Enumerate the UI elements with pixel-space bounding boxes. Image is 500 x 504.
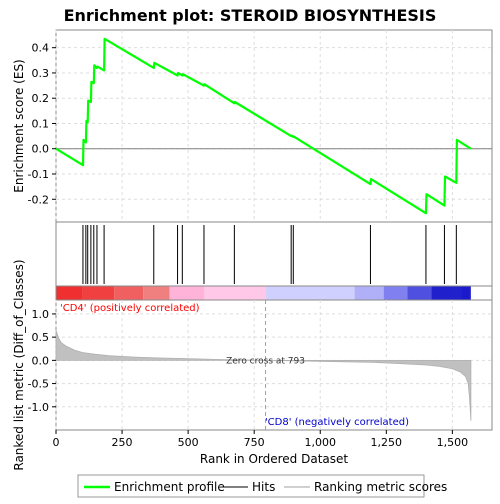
color-bar-segment	[354, 286, 384, 300]
x-tick-label: 0	[53, 436, 60, 449]
es-grid	[55, 30, 492, 222]
color-bar-segment	[431, 286, 471, 300]
x-axis: 0 250 500 750 1,000 1,250 1,500	[53, 430, 469, 449]
es-y-tick-label: -0.2	[28, 193, 49, 206]
es-y-axis: -0.2 -0.1 0.0 0.1 0.2 0.3 0.4	[28, 42, 56, 206]
x-tick-label: 1,000	[304, 436, 336, 449]
color-bar-segment	[143, 286, 170, 300]
x-axis-label: Rank in Ordered Dataset	[200, 452, 348, 466]
legend-hits-label: Hits	[252, 480, 275, 494]
color-bar-segment	[266, 286, 355, 300]
color-bar-segment	[407, 286, 432, 300]
x-tick-label: 250	[112, 436, 133, 449]
es-y-tick-label: 0.3	[32, 67, 50, 80]
color-bar-segment	[203, 286, 267, 300]
es-y-tick-label: 0.4	[32, 42, 50, 55]
es-y-tick-label: 0.0	[32, 143, 50, 156]
metric-y-tick-label: -1.0	[28, 401, 49, 414]
es-y-tick-label: 0.2	[32, 92, 50, 105]
color-bar-segment	[169, 286, 204, 300]
metric-y-tick-label: -0.5	[28, 378, 49, 391]
legend-metric-label: Ranking metric scores	[314, 480, 447, 494]
es-y-tick-label: 0.1	[32, 117, 50, 130]
x-tick-label: 500	[178, 436, 199, 449]
ranking-color-bar	[56, 286, 471, 300]
enrichment-profile-line	[55, 37, 472, 215]
metric-y-tick-label: 1.0	[32, 308, 50, 321]
legend-enrichment-label: Enrichment profile	[114, 480, 225, 494]
negative-class-label: 'CD8' (negatively correlated)	[265, 417, 409, 428]
positive-class-label: 'CD4' (positively correlated)	[60, 303, 200, 314]
color-bar-segment	[82, 286, 115, 300]
hits-panel-frame	[55, 221, 493, 287]
hits-marks	[82, 225, 457, 284]
color-bar-segment	[56, 286, 83, 300]
es-y-tick-label: -0.1	[28, 168, 49, 181]
x-tick-label: 1,250	[371, 436, 403, 449]
es-y-axis-label: Enrichment score (ES)	[12, 59, 26, 192]
color-bar-segment	[383, 286, 408, 300]
chart-title: Enrichment plot: STEROID BIOSYNTHESIS	[64, 6, 437, 25]
x-tick-label: 750	[244, 436, 265, 449]
metric-y-tick-label: 0.0	[32, 354, 50, 367]
metric-y-axis: -1.0 -0.5 0.0 0.5 1.0	[28, 308, 56, 414]
ranking-metric-area	[55, 330, 472, 421]
color-bar-segment	[461, 286, 470, 300]
color-bar-segment	[114, 286, 144, 300]
x-tick-label: 1,500	[437, 436, 469, 449]
zero-cross-label: Zero cross at 793	[226, 356, 305, 366]
metric-y-tick-label: 0.5	[32, 331, 50, 344]
legend-frame	[77, 474, 425, 498]
metric-y-axis-label: Ranked list metric (Diff_of_Classes)	[12, 259, 26, 470]
